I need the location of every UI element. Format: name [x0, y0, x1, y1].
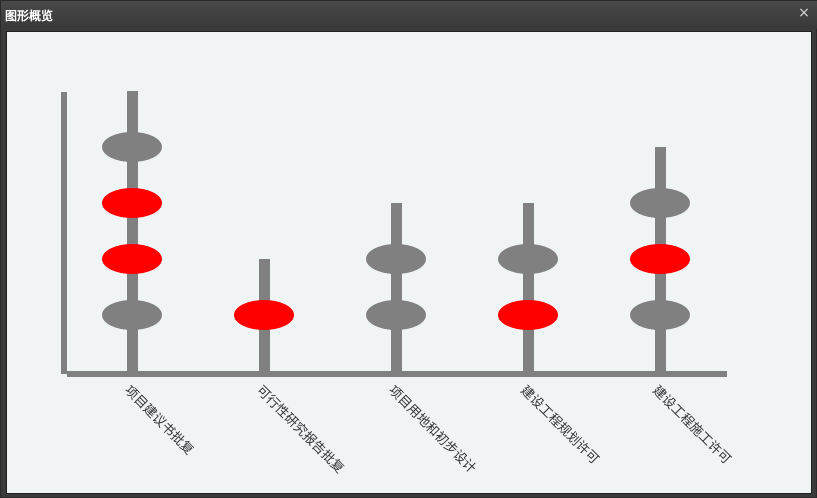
abacus-bead-1-4 [102, 132, 162, 162]
category-label-2: 可行性研究报告批复 [253, 383, 346, 476]
window-title: 图形概览 [5, 9, 54, 23]
abacus-bead-5-1 [630, 300, 690, 330]
abacus-rod-1 [127, 91, 138, 371]
abacus-rod-4 [523, 203, 534, 371]
abacus-bead-2-1 [234, 300, 294, 330]
chart-panel: 项目建议书批复 可行性研究报告批复 项目用地和初步设计 建设工程规划许可 建设工程施工许… [6, 31, 812, 494]
close-icon[interactable]: × [798, 5, 810, 21]
abacus-rod-3 [391, 203, 402, 371]
y-axis-line [61, 92, 67, 374]
x-axis-line [67, 371, 727, 377]
category-label-1: 项目建议书批复 [121, 383, 196, 458]
abacus-bead-5-2 [630, 244, 690, 274]
category-label-5: 建设工程施工许可 [649, 383, 733, 467]
abacus-bead-1-2 [102, 244, 162, 274]
abacus-bead-4-1 [498, 300, 558, 330]
abacus-bead-4-2 [498, 244, 558, 274]
category-label-3: 项目用地和初步设计 [385, 383, 478, 476]
window-titlebar[interactable]: 图形概览 × [1, 1, 817, 29]
abacus-bead-1-1 [102, 300, 162, 330]
abacus-bead-3-2 [366, 244, 426, 274]
abacus-bead-3-1 [366, 300, 426, 330]
abacus-bead-5-3 [630, 188, 690, 218]
abacus-bead-1-3 [102, 188, 162, 218]
abacus-chart: 项目建议书批复 可行性研究报告批复 项目用地和初步设计 建设工程规划许可 建设工程施工许… [61, 91, 733, 477]
category-label-4: 建设工程规划许可 [517, 383, 601, 467]
